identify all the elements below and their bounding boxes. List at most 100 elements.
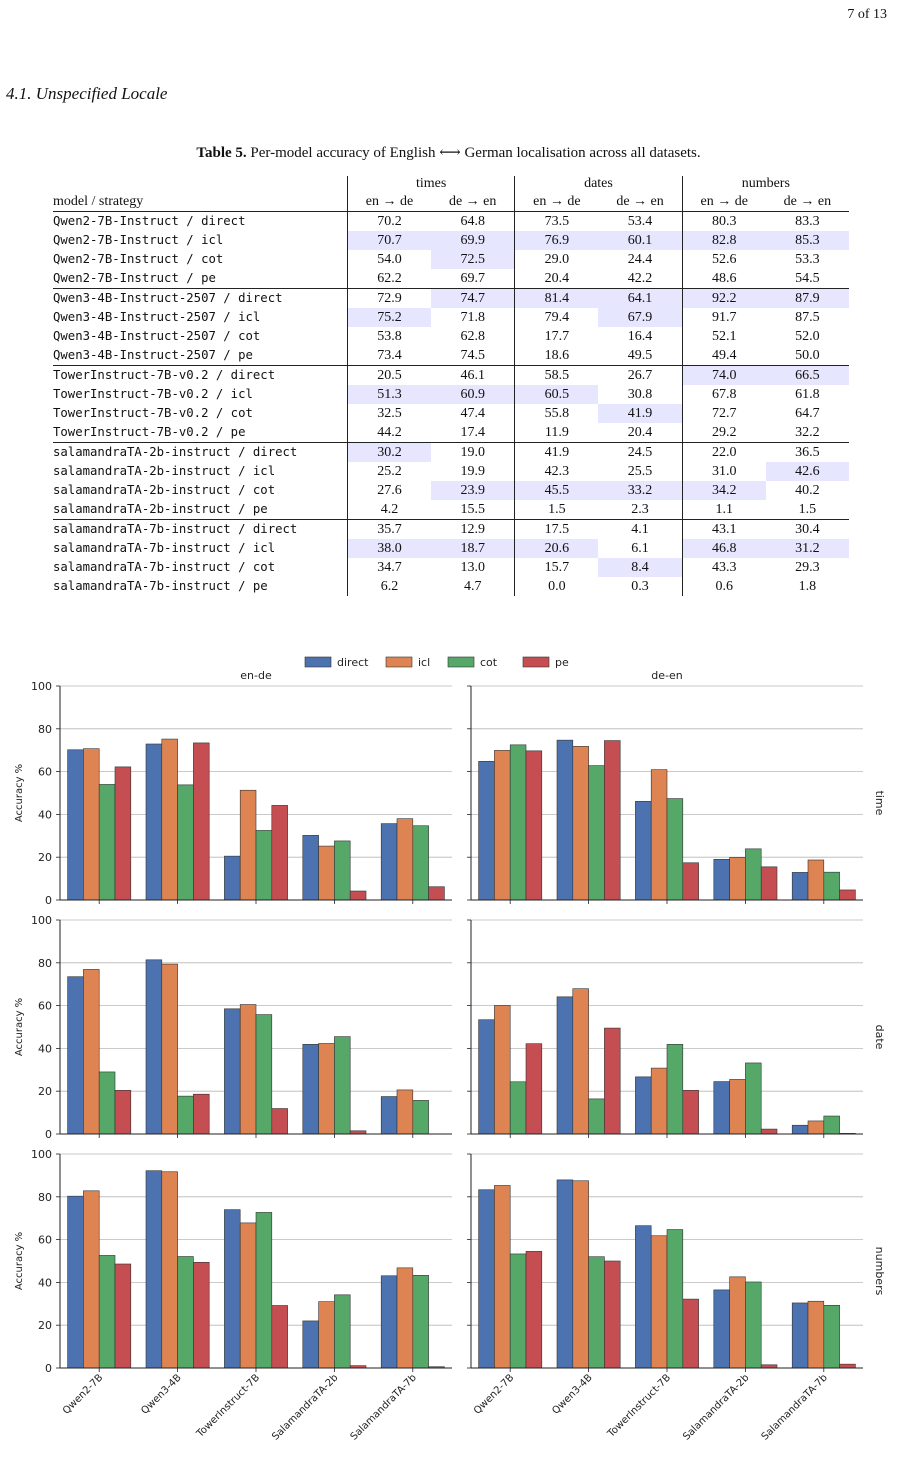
value-cell: 87.5 <box>795 310 820 325</box>
bar-cot <box>666 1044 684 1135</box>
table-row: salamandraTA-2b-instruct / icl 25.2 19.9 42… <box>53 462 849 481</box>
value-cell: 0.6 <box>681 577 766 596</box>
value-cell: 31.0 <box>681 462 766 481</box>
bar-cot <box>334 840 351 901</box>
bar-icl <box>807 859 825 901</box>
group-header-dates: dates <box>514 176 683 192</box>
table-row: TowerInstruct-7B-v0.2 / cot 32.5 47.4 55.8 4… <box>53 404 849 423</box>
bar-pe <box>271 1305 288 1369</box>
value-cell: 85.3 <box>765 231 849 250</box>
y-tick-label: 100 <box>31 914 52 927</box>
value-cell: 61.8 <box>795 387 820 402</box>
value-cell: 73.5 <box>514 211 599 231</box>
y-tick-label: 80 <box>38 1191 52 1204</box>
model-strategy-cell: Qwen2-7B-Instruct / pe <box>53 271 216 285</box>
bar-direct <box>635 1076 652 1135</box>
bar-direct <box>67 1195 84 1369</box>
bar-icl <box>572 1180 589 1369</box>
bar-direct <box>556 739 574 901</box>
value-cell: 35.7 <box>346 519 432 539</box>
section-heading: 4.1. Unspecified Locale <box>6 84 168 103</box>
bar-icl <box>494 1005 511 1135</box>
value-cell: 42.2 <box>627 271 653 286</box>
model-strategy-cell: salamandraTA-2b-instruct / cot <box>53 483 276 497</box>
model-strategy-cell: salamandraTA-2b-instruct / icl <box>53 464 276 478</box>
value-cell: 20.4 <box>627 425 653 440</box>
legend-swatch-icl <box>385 656 413 668</box>
value-cell: 24.4 <box>627 252 653 267</box>
model-strategy-cell: Qwen3-4B-Instruct-2507 / icl <box>53 310 261 324</box>
y-tick-label: 40 <box>38 1276 52 1289</box>
y-tick-label: 60 <box>38 1000 52 1013</box>
bar-direct <box>713 1289 730 1369</box>
value-cell: 42.6 <box>765 462 849 481</box>
value-cell: 22.0 <box>681 442 766 462</box>
value-cell: 75.2 <box>346 308 432 327</box>
value-cell: 64.8 <box>431 211 515 231</box>
value-cell: 33.2 <box>598 481 683 500</box>
value-cell: 30.4 <box>765 519 849 539</box>
y-axis-label: Accuracy % <box>14 998 25 1056</box>
group-header-times: times <box>346 176 515 192</box>
sub-header: en → de <box>346 192 432 212</box>
value-cell: 64.7 <box>795 406 820 421</box>
page-number: 7 of 13 <box>847 7 887 22</box>
value-cell: 92.2 <box>681 288 766 308</box>
value-cell: 19.0 <box>431 442 515 462</box>
y-tick-label: 20 <box>38 851 52 864</box>
value-cell: 82.8 <box>681 231 766 250</box>
bar-direct <box>67 976 84 1135</box>
value-cell: 53.3 <box>795 252 820 267</box>
bar-cot <box>666 1229 684 1369</box>
y-tick-label: 20 <box>38 1085 52 1098</box>
bar-direct <box>635 801 652 901</box>
bar-direct <box>380 1275 398 1369</box>
value-cell: 54.0 <box>346 250 432 269</box>
bar-direct <box>224 1209 241 1369</box>
bar-icl <box>572 988 589 1135</box>
bar-pe <box>604 1260 621 1369</box>
bar-cot <box>745 1281 762 1369</box>
y-tick-label: 60 <box>38 766 52 779</box>
bar-cot <box>823 1115 840 1135</box>
bar-direct <box>791 1124 809 1135</box>
value-cell: 25.2 <box>346 462 432 481</box>
model-strategy-cell: Qwen2-7B-Instruct / cot <box>53 252 224 266</box>
value-cell: 46.1 <box>431 365 515 385</box>
bar-direct <box>302 835 319 901</box>
value-cell: 91.7 <box>681 308 766 327</box>
value-cell: 73.4 <box>346 346 432 366</box>
table-row: salamandraTA-2b-instruct / direct 30.2 19.… <box>53 442 849 462</box>
legend-swatch-pe <box>522 656 550 668</box>
bar-icl <box>729 1276 746 1369</box>
value-cell: 76.9 <box>514 231 599 250</box>
value-cell: 17.4 <box>460 425 485 440</box>
bar-direct <box>791 872 809 901</box>
value-cell: 79.4 <box>514 308 599 327</box>
model-strategy-cell: Qwen3-4B-Instruct-2507 / direct <box>53 288 348 308</box>
bar-direct <box>713 859 730 901</box>
y-tick-label: 0 <box>45 1362 52 1375</box>
bar-icl <box>318 845 335 901</box>
value-cell: 29.0 <box>514 250 599 269</box>
value-cell: 36.5 <box>765 442 849 462</box>
bar-pe <box>682 1298 699 1369</box>
model-strategy-cell: salamandraTA-7b-instruct / pe <box>53 579 268 593</box>
value-cell: 26.7 <box>598 365 683 385</box>
value-cell: 20.5 <box>346 365 432 385</box>
results-table: times dates numbers model / strategy en … <box>53 176 849 596</box>
value-cell: 30.2 <box>346 442 432 462</box>
y-tick-label: 80 <box>38 957 52 970</box>
bar-icl <box>729 1079 746 1135</box>
value-cell: 70.7 <box>346 231 432 250</box>
bar-pe <box>428 886 445 901</box>
value-cell: 20.6 <box>514 539 599 558</box>
bar-cot <box>509 1081 527 1135</box>
x-tick-label: SalamandraTA-7b <box>349 1372 419 1442</box>
model-strategy-cell: TowerInstruct-7B-v0.2 / direct <box>53 365 348 385</box>
y-tick-label: 40 <box>38 1042 52 1055</box>
bar-icl <box>396 1267 414 1369</box>
bar-icl <box>650 769 668 901</box>
model-strategy-cell: Qwen3-4B-Instruct-2507 / cot <box>53 329 261 343</box>
value-cell: 8.4 <box>598 558 683 577</box>
